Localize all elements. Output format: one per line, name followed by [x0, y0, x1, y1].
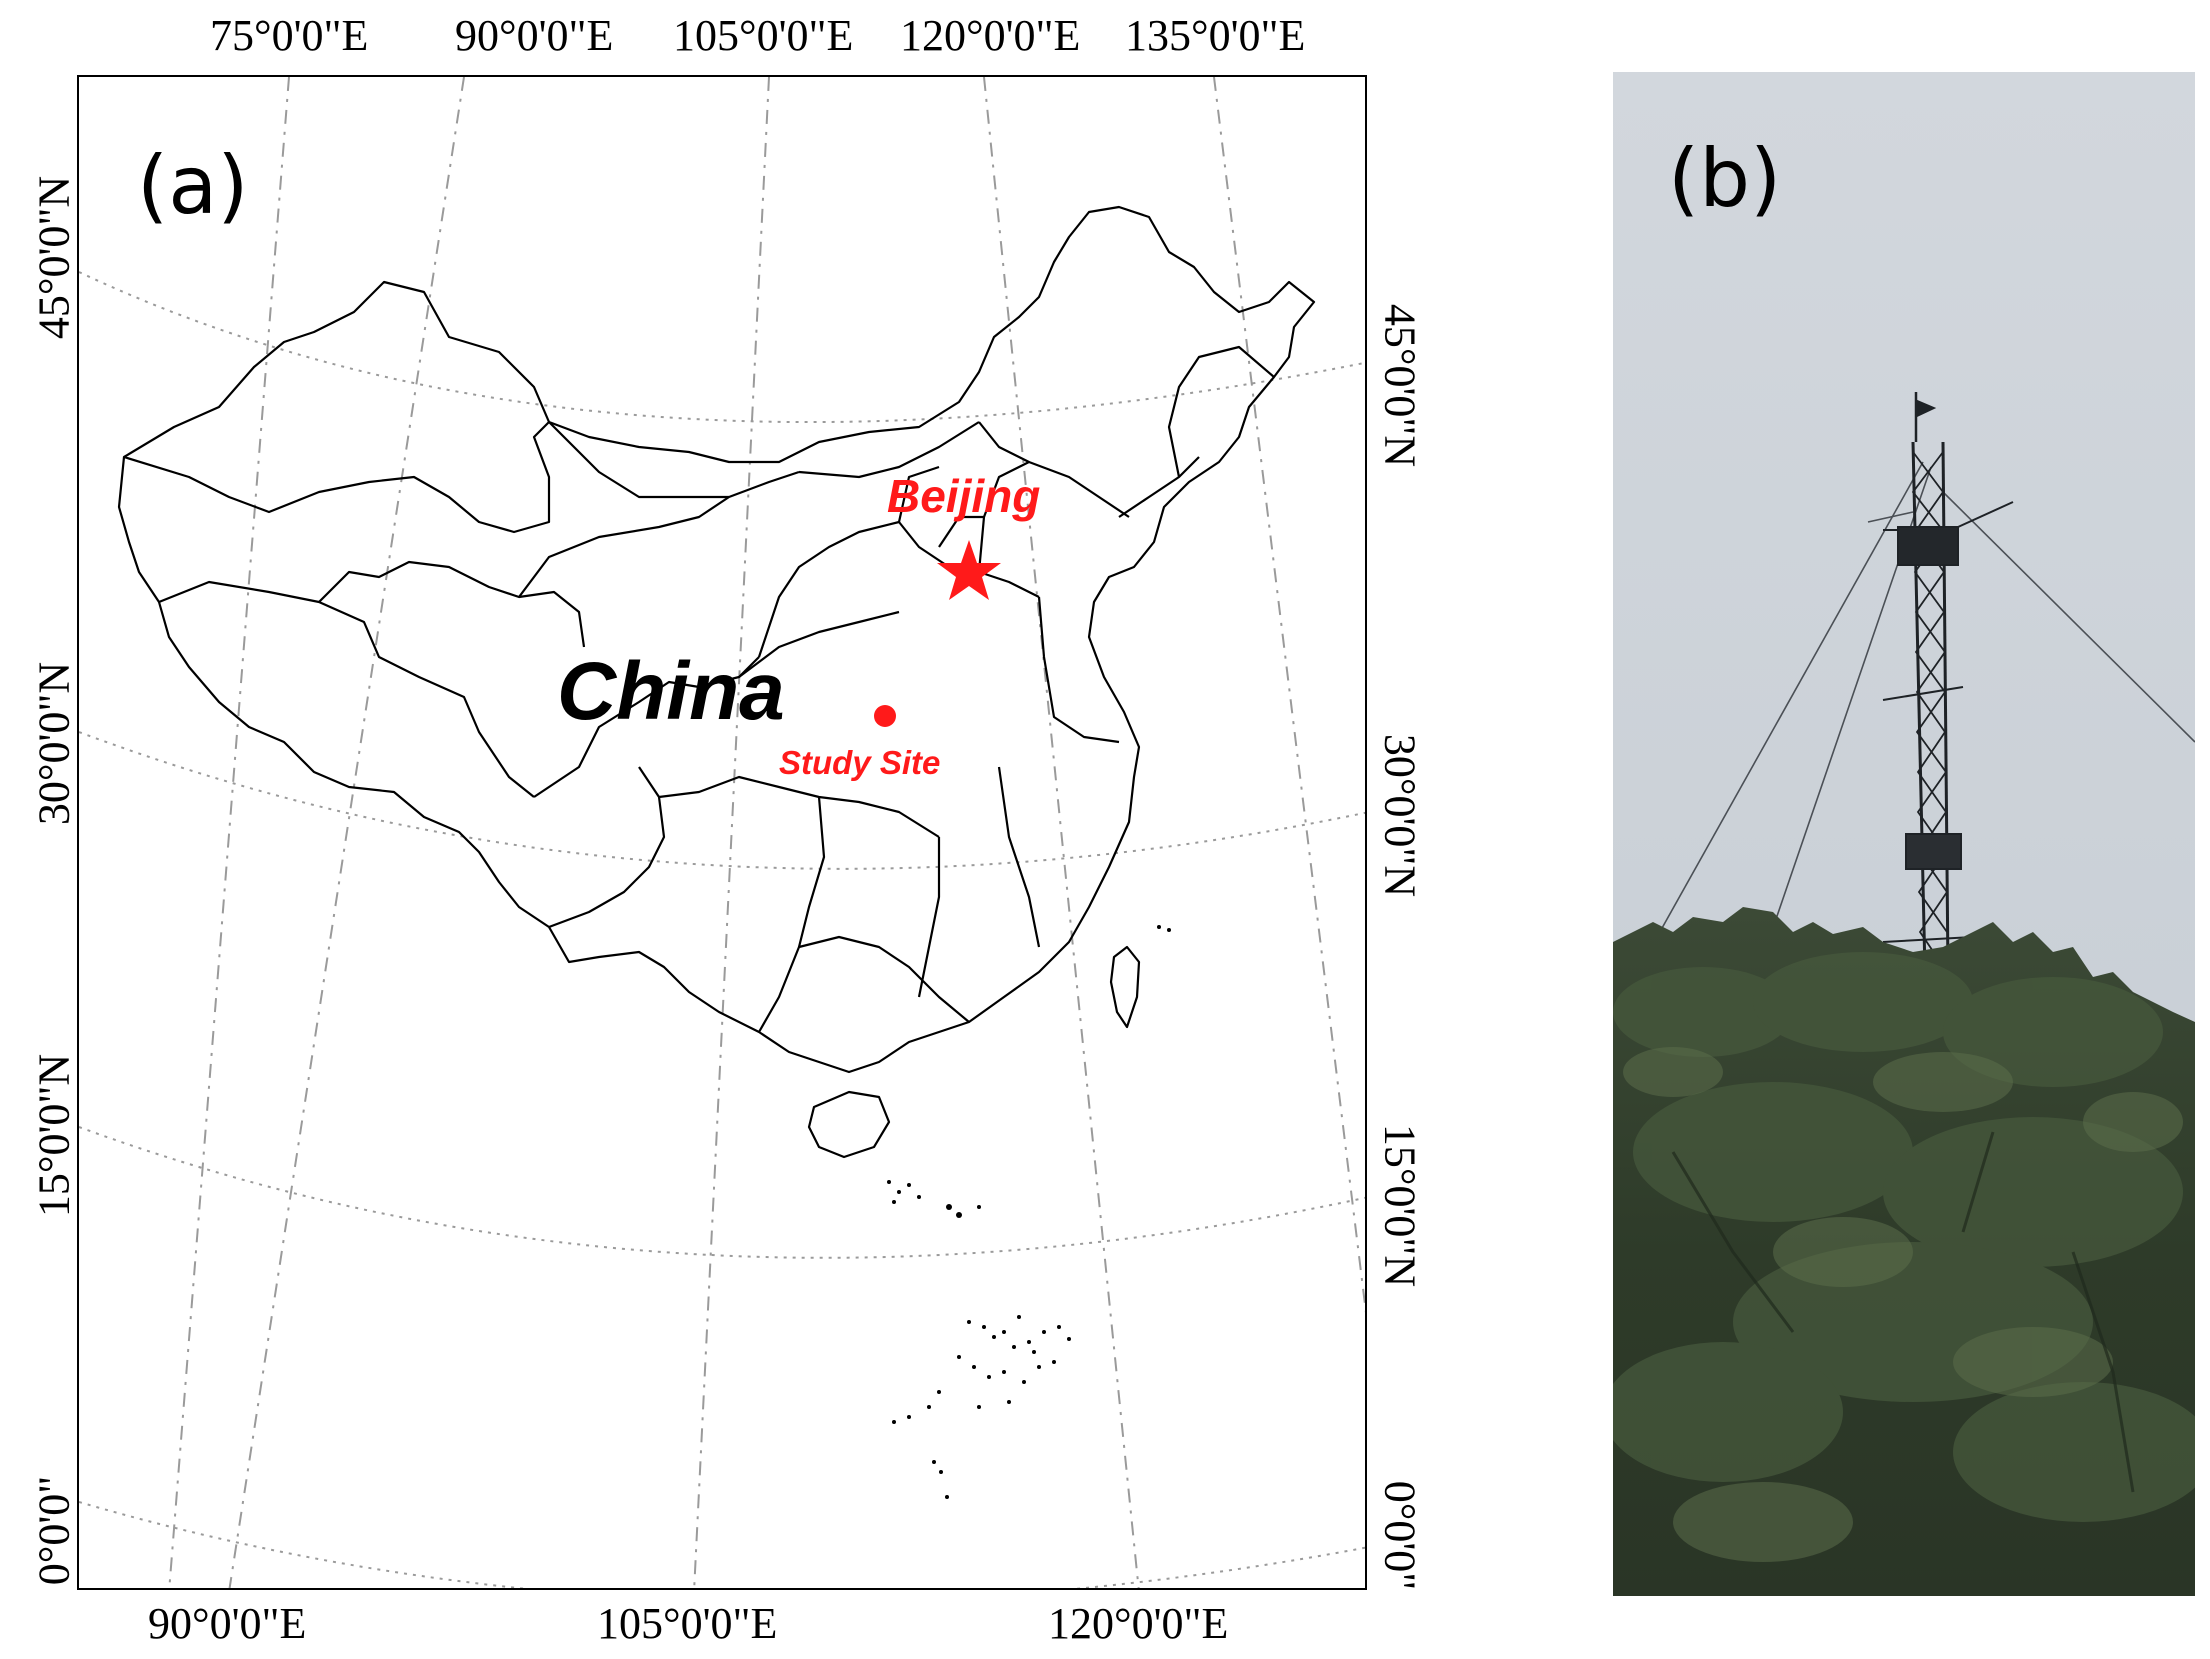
province-northeast	[1118, 345, 1275, 518]
study-site-label: Study Site	[779, 744, 941, 781]
top-tick-75e: 75°0'0"E	[210, 11, 369, 60]
tower-photo	[1613, 72, 2195, 1596]
top-tick-90e: 90°0'0"E	[455, 11, 614, 60]
left-tick-30n: 30°0'0"N	[29, 661, 79, 826]
province-east	[757, 520, 1040, 658]
province-sichuan	[533, 656, 760, 798]
right-tick-15n: 15°0'0"N	[1375, 1123, 1425, 1288]
beijing-star-icon	[937, 540, 1001, 600]
china-outline	[117, 205, 1316, 1074]
hainan-island	[807, 1090, 891, 1159]
top-tick-120e: 120°0'0"E	[900, 11, 1081, 60]
map-frame: (a) China Beijing Study Site	[77, 75, 1367, 1590]
parallel-15n	[79, 1126, 1365, 1259]
country-label: China	[557, 646, 785, 737]
province-central	[658, 610, 940, 838]
province-yunnan	[548, 766, 666, 929]
map-panel: 75°0'0"E 90°0'0"E 105°0'0"E 120°0'0"E 13…	[29, 11, 1425, 1648]
bottom-tick-120e: 120°0'0"E	[1048, 1599, 1229, 1648]
left-tick-0: 0°0'0"	[29, 1475, 79, 1586]
province-tibet	[158, 580, 535, 798]
top-tick-135e: 135°0'0"E	[1125, 11, 1306, 60]
province-innermongolia	[548, 421, 980, 499]
tree-canopy	[1613, 907, 2195, 1596]
map-canvas	[79, 77, 1365, 1588]
right-tick-45n: 45°0'0"N	[1375, 303, 1425, 468]
province-hebei	[938, 421, 1030, 548]
meridian-120e	[983, 77, 1140, 1588]
meridian-105e	[693, 77, 770, 1588]
photo-panel: (b)	[1613, 72, 2195, 1596]
graticule-meridians	[168, 77, 1365, 1588]
top-tick-105e: 105°0'0"E	[673, 11, 854, 60]
left-tick-15n: 15°0'0"N	[29, 1053, 79, 1218]
graticule-parallels	[79, 271, 1365, 1588]
parallel-45n	[79, 271, 1365, 424]
province-south	[797, 766, 1041, 998]
province-qinghai	[318, 560, 586, 648]
left-tick-45n: 45°0'0"N	[29, 175, 79, 340]
study-site-dot-icon	[874, 705, 896, 727]
panel-a-label: (a)	[137, 139, 249, 232]
bottom-tick-90e: 90°0'0"E	[148, 1599, 307, 1648]
right-tick-0: 0°0'0"	[1375, 1480, 1425, 1591]
parallel-30n	[79, 731, 1365, 870]
parallel-0	[79, 1501, 1365, 1588]
beijing-label: Beijing	[887, 470, 1041, 522]
meridian-135e	[1213, 77, 1365, 1313]
province-guangxi	[758, 935, 970, 1033]
south-china-sea-islands	[887, 925, 1171, 1499]
meridian-75e	[168, 77, 290, 1588]
china-boundary	[117, 205, 1316, 1159]
panel-b-label: (b)	[1668, 132, 1782, 225]
province-southeast	[1037, 596, 1120, 744]
taiwan-island	[1109, 945, 1141, 1029]
tower-icon	[1882, 392, 2014, 973]
right-tick-30n: 30°0'0"N	[1375, 733, 1425, 898]
meridian-90e	[228, 77, 465, 1588]
province-xinjiang	[123, 421, 551, 534]
province-gansu	[518, 470, 800, 598]
bottom-tick-105e: 105°0'0"E	[597, 1599, 778, 1648]
